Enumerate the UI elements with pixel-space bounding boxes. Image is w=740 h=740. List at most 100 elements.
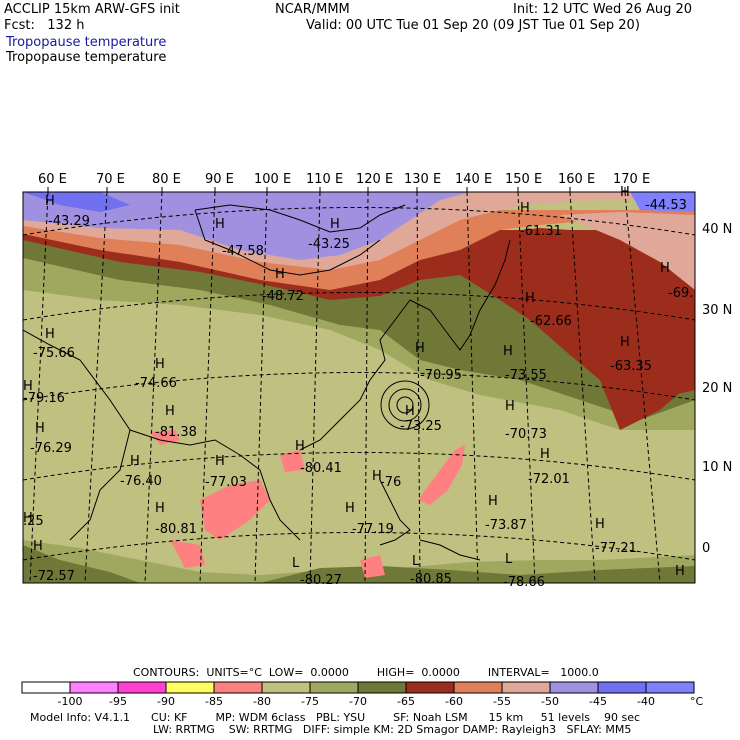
field-title-secondary: Tropopause temperature bbox=[6, 50, 167, 65]
band-m85-patch bbox=[170, 540, 205, 568]
extremum-value: -77.19 bbox=[352, 522, 394, 537]
high-marker: H bbox=[620, 335, 630, 350]
low-marker: L bbox=[412, 554, 420, 569]
extremum-value: -63.35 bbox=[610, 359, 652, 374]
high-marker: H bbox=[660, 261, 670, 276]
longitude-line bbox=[466, 192, 479, 583]
band-m45-east bbox=[630, 192, 695, 212]
band-m70-south bbox=[23, 545, 140, 583]
cyclone-ring bbox=[380, 380, 430, 430]
scale-label: -90 bbox=[157, 695, 175, 708]
coastline bbox=[299, 299, 411, 451]
scale-unit: °C bbox=[690, 695, 704, 708]
high-marker: H bbox=[488, 494, 498, 509]
valid-time: Valid: 00 UTC Tue 01 Sep 20 (09 JST Tue … bbox=[306, 18, 640, 33]
extremum-value: -80.81 bbox=[155, 522, 197, 537]
extremum-value: -74.66 bbox=[135, 376, 177, 391]
extremum-value: -77.21 bbox=[595, 541, 637, 556]
longitude-line bbox=[254, 192, 268, 583]
extremum-value: -44.53 bbox=[645, 198, 687, 213]
high-marker: H bbox=[23, 511, 33, 526]
longitude-line bbox=[29, 192, 49, 583]
band-m85-patch bbox=[280, 450, 305, 472]
band-m75-south bbox=[23, 540, 695, 583]
high-marker: H bbox=[415, 341, 425, 356]
extremum-value: -76.29 bbox=[30, 441, 72, 456]
high-marker: H bbox=[35, 421, 45, 436]
high-marker: H bbox=[675, 564, 685, 579]
scale-swatch bbox=[309, 681, 359, 694]
longitude-line bbox=[84, 192, 108, 583]
scale-swatch bbox=[21, 681, 71, 694]
band-m85-patch bbox=[418, 445, 465, 505]
extremum-value: -72.57 bbox=[33, 569, 75, 584]
coastline bbox=[194, 204, 406, 233]
lon-label: 150 E bbox=[505, 172, 543, 187]
coastline bbox=[419, 539, 481, 561]
scale-swatch bbox=[165, 681, 215, 694]
scale-swatch bbox=[405, 681, 455, 694]
high-marker: H bbox=[503, 344, 513, 359]
scale-label: -85 bbox=[205, 695, 223, 708]
extremum-value: -73.87 bbox=[485, 518, 527, 533]
scale-label: -75 bbox=[301, 695, 319, 708]
extremum-value: -73.25 bbox=[400, 419, 442, 434]
cyclone-ring bbox=[396, 396, 414, 414]
extremum-value: -70.95 bbox=[420, 368, 462, 383]
high-marker: H bbox=[372, 469, 382, 484]
extremum-value: -78.66 bbox=[503, 575, 545, 590]
longitude-line bbox=[416, 192, 421, 583]
scale-label: -95 bbox=[109, 695, 127, 708]
high-marker: H bbox=[405, 404, 415, 419]
scale-swatch bbox=[501, 681, 551, 694]
lon-label: 60 E bbox=[38, 172, 67, 187]
extremum-value: -75.66 bbox=[33, 346, 75, 361]
model-title: ACCLIP 15km ARW-GFS init bbox=[4, 2, 180, 17]
lon-label: 90 E bbox=[205, 172, 234, 187]
center-label: NCAR/MMM bbox=[275, 2, 350, 17]
lon-label: 100 E bbox=[254, 172, 292, 187]
cyclone-ring bbox=[388, 388, 422, 422]
extremum-value: -62.66 bbox=[530, 314, 572, 329]
high-marker: H bbox=[155, 357, 165, 372]
model-physics: LW: RRTMG SW: RRTMG DIFF: simple KM: 2D … bbox=[153, 723, 632, 736]
scale-label: -80 bbox=[253, 695, 271, 708]
extremum-value: -76.40 bbox=[120, 474, 162, 489]
band-m85-patch bbox=[200, 480, 270, 540]
longitude-line bbox=[624, 192, 661, 583]
extremum-value: -77.03 bbox=[205, 475, 247, 490]
forecast-hour: Fcst: 132 h bbox=[4, 18, 85, 33]
lon-label: 130 E bbox=[404, 172, 442, 187]
latitude-line bbox=[23, 372, 695, 401]
extremum-value: -79.16 bbox=[23, 391, 65, 406]
longitude-line bbox=[309, 192, 321, 583]
extremum-value: -80.27 bbox=[300, 573, 342, 588]
latitude-line bbox=[23, 292, 695, 321]
longitude-line bbox=[569, 192, 596, 583]
scale-label: -45 bbox=[589, 695, 607, 708]
high-marker: H bbox=[620, 185, 630, 200]
high-marker: H bbox=[540, 447, 550, 462]
high-marker: H bbox=[165, 404, 175, 419]
high-marker: H bbox=[45, 194, 55, 209]
high-marker: H bbox=[345, 501, 355, 516]
map-frame bbox=[22, 191, 696, 584]
lon-label: 140 E bbox=[455, 172, 493, 187]
coastline bbox=[129, 429, 301, 541]
lon-label: 160 E bbox=[558, 172, 596, 187]
longitude-line bbox=[144, 192, 163, 583]
extremum-value: -81.38 bbox=[155, 425, 197, 440]
scale-swatch bbox=[597, 681, 647, 694]
extremum-value: -43.29 bbox=[48, 214, 90, 229]
extremum-value: -69. bbox=[668, 286, 693, 301]
high-marker: H bbox=[45, 327, 55, 342]
extremum-value: -76 bbox=[380, 475, 401, 490]
latitude-line bbox=[23, 532, 695, 561]
extremum-value: -80.85 bbox=[410, 572, 452, 587]
high-marker: H bbox=[595, 517, 605, 532]
longitude-line bbox=[517, 192, 536, 583]
scale-label: -40 bbox=[637, 695, 655, 708]
coastline bbox=[409, 239, 511, 351]
low-marker: L bbox=[505, 552, 513, 567]
